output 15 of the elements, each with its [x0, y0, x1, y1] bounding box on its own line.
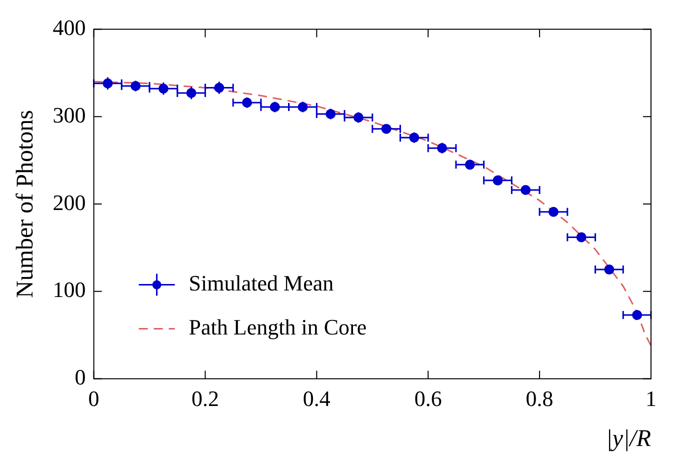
y-tick-label: 400	[52, 14, 86, 40]
legend-label: Simulated Mean	[188, 270, 334, 296]
legend-label: Path Length in Core	[188, 314, 367, 340]
y-axis-title: Number of Photons	[12, 110, 39, 298]
x-tick-label: 0.4	[302, 386, 330, 411]
x-tick-label: 1	[646, 386, 656, 411]
y-tick-label: 200	[52, 190, 86, 215]
x-tick-label: 0.6	[414, 386, 442, 411]
x-tick-label: 0.8	[526, 386, 554, 411]
line-series	[94, 80, 651, 346]
y-tick-label: 100	[52, 277, 86, 302]
x-axis-title: |y|/R	[606, 426, 652, 452]
x-tick-label: 0.2	[191, 386, 219, 411]
y-tick-label: 0	[74, 364, 86, 390]
y-tick-label: 300	[52, 102, 86, 128]
